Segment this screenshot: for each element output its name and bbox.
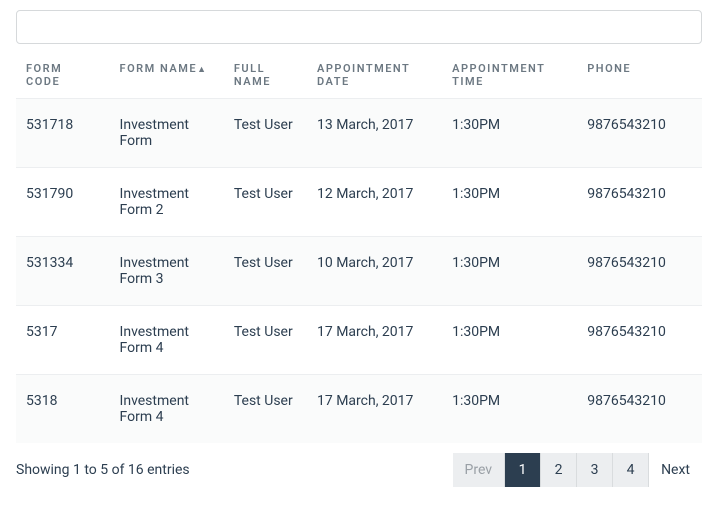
pagination-page-4[interactable]: 4 [613,453,649,487]
table-row: 5318Investment Form 4Test User17 March, … [16,375,702,444]
pagination-next[interactable]: Next [649,453,702,487]
entries-info: Showing 1 to 5 of 16 entries [16,462,190,478]
col-header-label: FULL NAME [234,62,271,88]
cell-name: Investment Form 3 [110,237,224,306]
col-header-label: PHONE [587,62,631,75]
table-row: 531334Investment Form 3Test User10 March… [16,237,702,306]
pagination: Prev1234Next [453,453,703,487]
cell-time: 1:30PM [442,375,577,444]
col-header-appointment-time[interactable]: APPOINTMENT TIME [442,54,577,99]
cell-name: Investment Form [110,99,224,168]
cell-phone: 9876543210 [577,237,702,306]
col-header-label: FORM NAME [120,62,198,75]
data-table: FORM CODE FORM NAME▲ FULL NAME APPOINTME… [16,54,702,443]
pagination-page-2[interactable]: 2 [541,453,577,487]
cell-full: Test User [224,306,307,375]
cell-full: Test User [224,237,307,306]
table-row: 531718Investment FormTest User13 March, … [16,99,702,168]
col-header-appointment-date[interactable]: APPOINTMENT DATE [307,54,442,99]
sort-asc-icon: ▲ [197,64,207,75]
cell-time: 1:30PM [442,237,577,306]
cell-code: 531334 [16,237,110,306]
cell-code: 531718 [16,99,110,168]
cell-date: 12 March, 2017 [307,168,442,237]
col-header-label: APPOINTMENT DATE [317,62,410,88]
table-header-row: FORM CODE FORM NAME▲ FULL NAME APPOINTME… [16,54,702,99]
cell-date: 17 March, 2017 [307,375,442,444]
cell-code: 5317 [16,306,110,375]
cell-code: 531790 [16,168,110,237]
table-row: 531790Investment Form 2Test User12 March… [16,168,702,237]
cell-name: Investment Form 4 [110,375,224,444]
table-row: 5317Investment Form 4Test User17 March, … [16,306,702,375]
cell-time: 1:30PM [442,306,577,375]
cell-date: 13 March, 2017 [307,99,442,168]
cell-time: 1:30PM [442,99,577,168]
col-header-form-name[interactable]: FORM NAME▲ [110,54,224,99]
col-header-label: FORM CODE [26,62,62,88]
col-header-label: APPOINTMENT TIME [452,62,545,88]
pagination-page-1[interactable]: 1 [505,453,541,487]
pagination-prev: Prev [453,453,506,487]
cell-date: 17 March, 2017 [307,306,442,375]
col-header-phone[interactable]: PHONE [577,54,702,99]
cell-phone: 9876543210 [577,306,702,375]
cell-phone: 9876543210 [577,99,702,168]
cell-name: Investment Form 2 [110,168,224,237]
cell-date: 10 March, 2017 [307,237,442,306]
cell-code: 5318 [16,375,110,444]
search-input[interactable] [17,11,701,43]
search-box[interactable] [16,10,702,44]
cell-phone: 9876543210 [577,375,702,444]
col-header-full-name[interactable]: FULL NAME [224,54,307,99]
table-footer: Showing 1 to 5 of 16 entries Prev1234Nex… [0,443,718,487]
cell-full: Test User [224,375,307,444]
cell-full: Test User [224,168,307,237]
pagination-page-3[interactable]: 3 [577,453,613,487]
col-header-form-code[interactable]: FORM CODE [16,54,110,99]
cell-phone: 9876543210 [577,168,702,237]
cell-name: Investment Form 4 [110,306,224,375]
cell-time: 1:30PM [442,168,577,237]
cell-full: Test User [224,99,307,168]
